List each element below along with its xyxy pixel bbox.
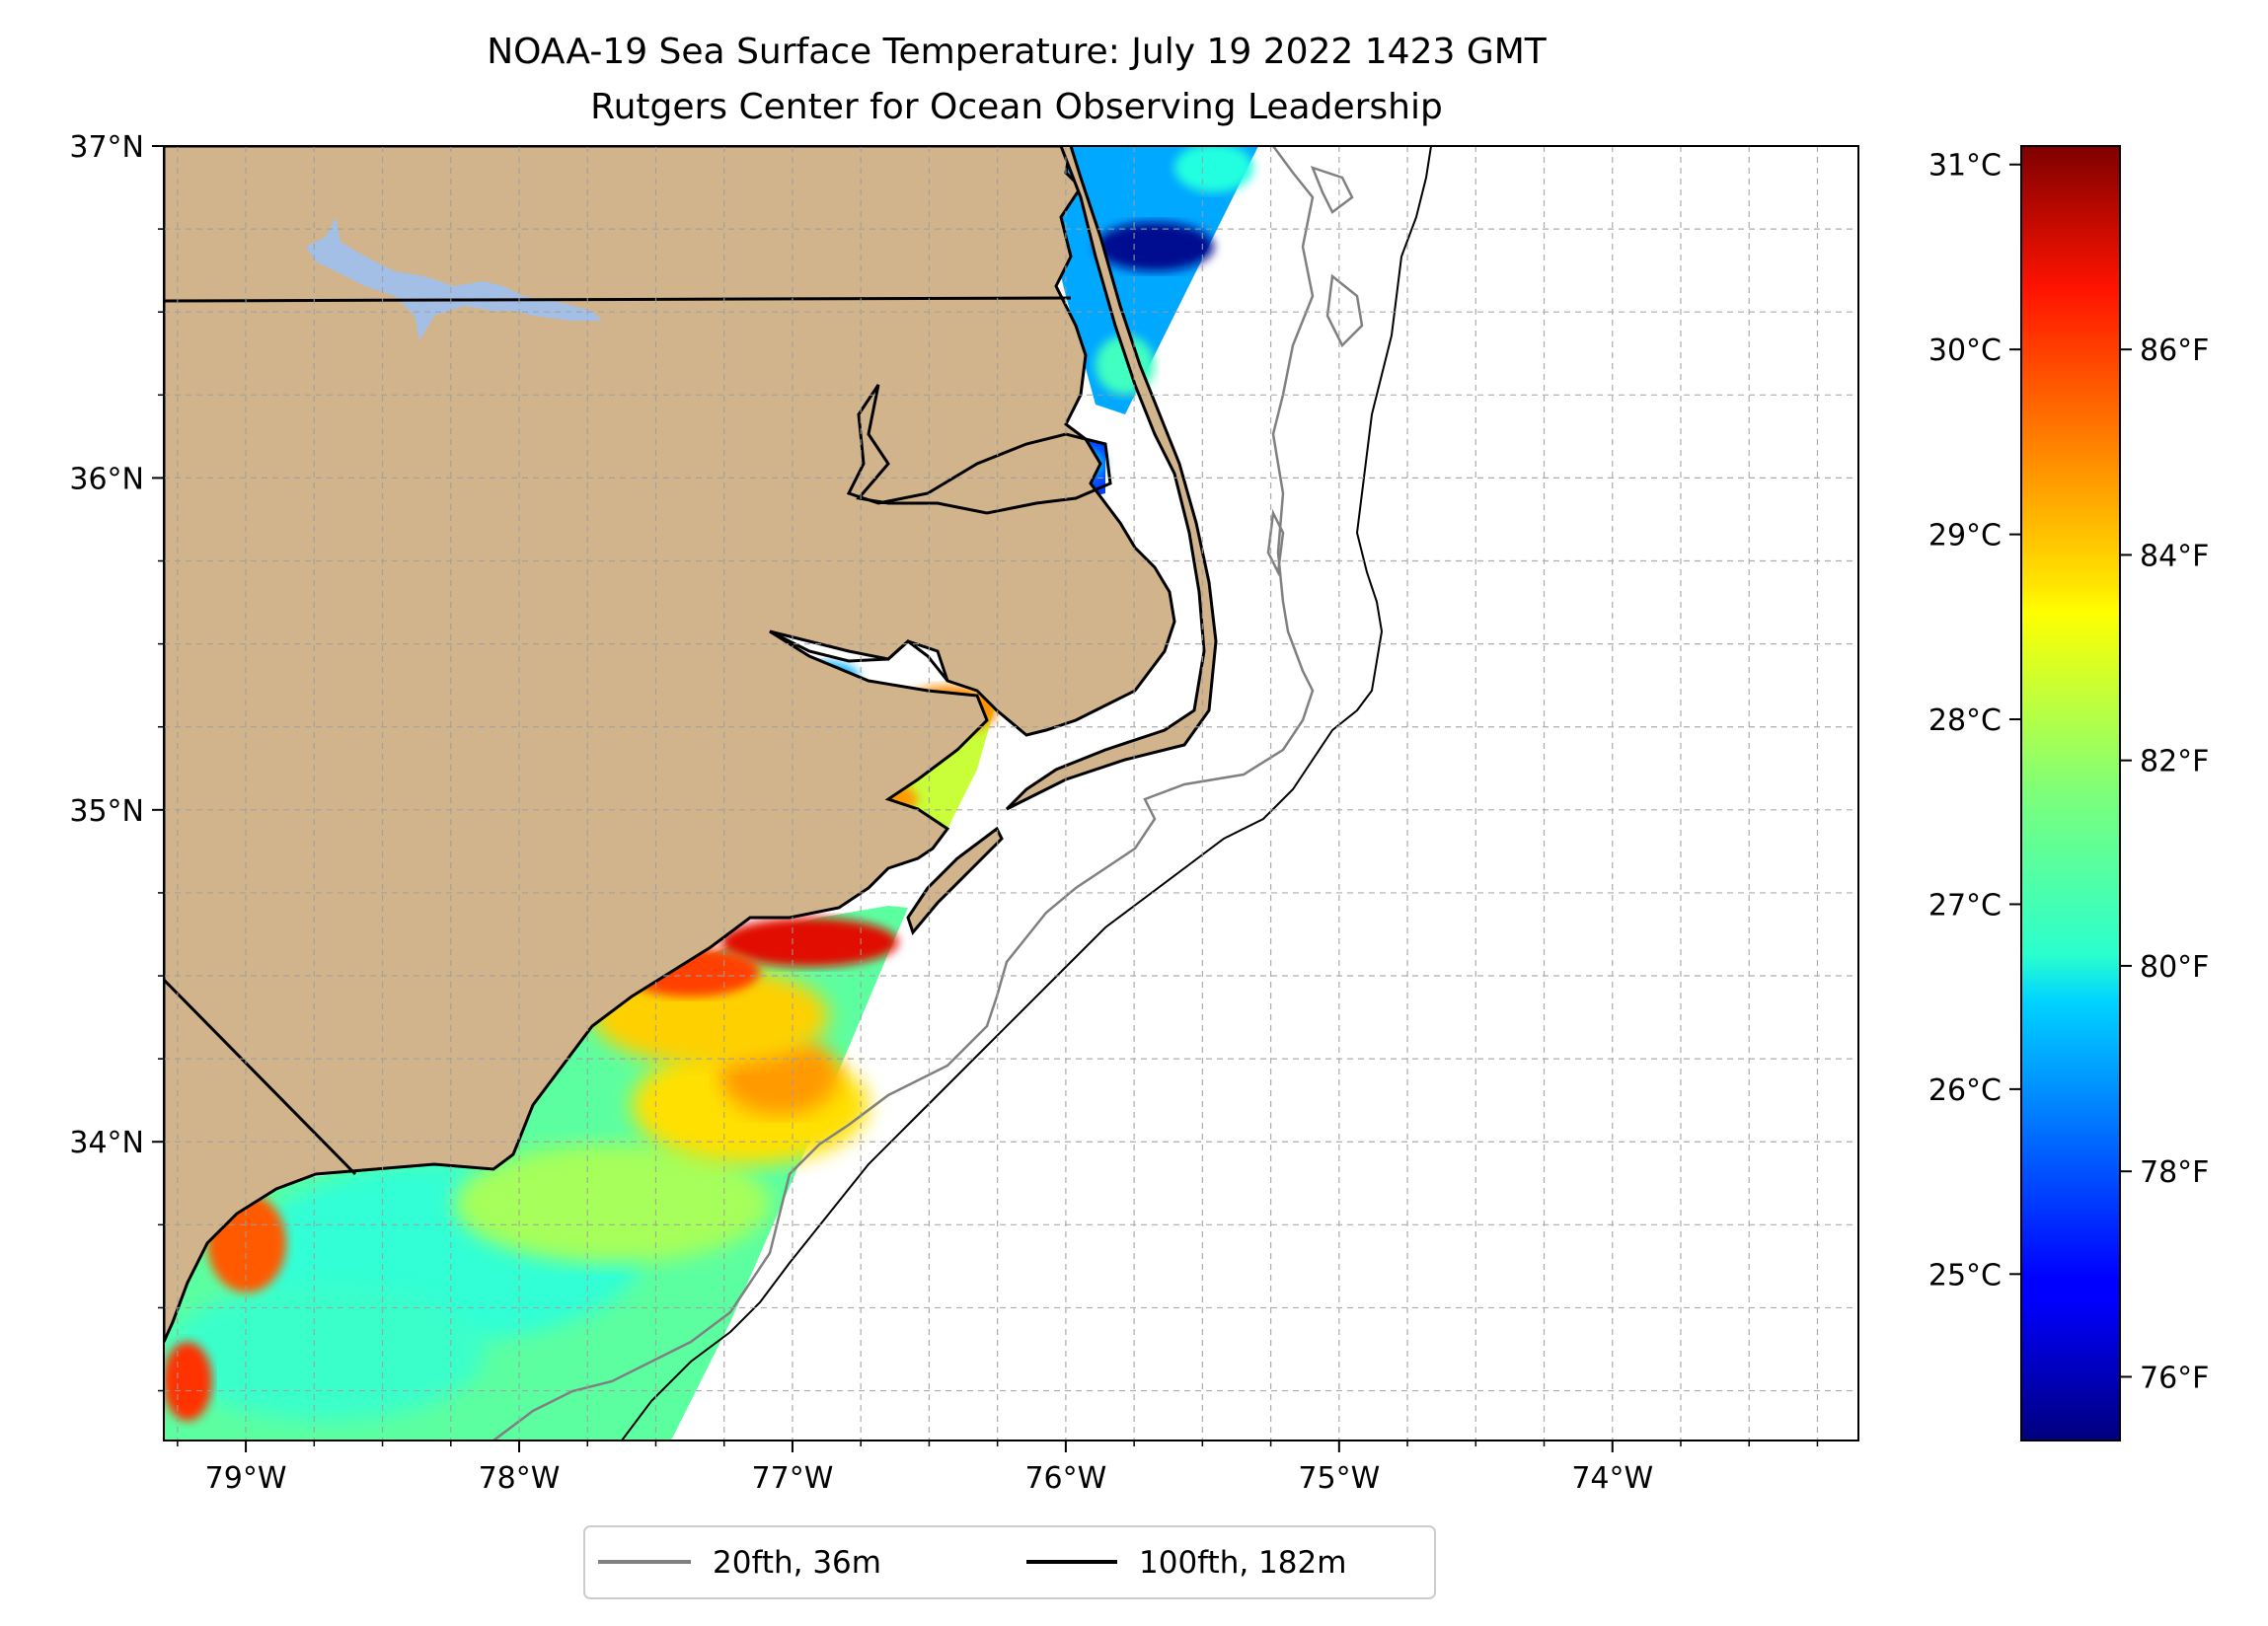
lat-axis: 37°N 36°N 35°N 34°N (69, 130, 164, 1392)
colorbar-gradient (2020, 145, 2121, 1441)
lon-tick-label: 79°W (205, 1461, 287, 1496)
contour-20fth-shoal-2 (1325, 273, 1364, 348)
colorbar-c-label: 26°C (1928, 1073, 2002, 1108)
colorbar-f-label: 84°F (2140, 539, 2209, 573)
legend-box (583, 1525, 1436, 1599)
legend-label-100fth: 100fth, 182m (1139, 1545, 1346, 1581)
state-border-nc-sc (164, 978, 357, 1176)
contour-20fth-shoal-3 (1266, 508, 1285, 577)
lon-axis: 79°W 78°W 77°W 76°W 75°W 74°W (177, 1441, 1819, 1496)
core-banks (906, 826, 1004, 936)
contour-20fth (492, 146, 1315, 1441)
colorbar-f-label: 76°F (2140, 1361, 2209, 1395)
albemarle-sound (846, 384, 1112, 515)
legend-label-20fth: 20fth, 36m (713, 1545, 881, 1581)
lon-tick-label: 74°W (1571, 1461, 1653, 1496)
outer-banks (1005, 146, 1218, 811)
colorbar-fahrenheit-axis: 86°F 84°F 82°F 80°F 78°F 76°F (2120, 333, 2209, 1395)
legend: 20fth, 36m 100fth, 182m (583, 1525, 1436, 1599)
lon-tick-label: 75°W (1298, 1461, 1380, 1496)
colorbar-c-label: 27°C (1928, 888, 2002, 923)
colorbar-c-label: 30°C (1928, 333, 2002, 368)
lat-tick-label: 34°N (69, 1126, 144, 1160)
lat-tick-label: 36°N (69, 462, 144, 496)
colorbar-f-label: 82°F (2140, 745, 2209, 779)
lat-tick-label: 37°N (69, 130, 144, 165)
colorbar: 31°C 30°C 29°C 28°C 27°C 26°C 25°C 86°F 84°F 82°… (1928, 145, 2209, 1441)
colorbar-c-label: 29°C (1928, 519, 2002, 554)
state-border-va-nc (164, 296, 1072, 303)
lon-tick-label: 76°W (1024, 1461, 1106, 1496)
colorbar-celsius-axis: 31°C 30°C 29°C 28°C 27°C 26°C 25°C (1928, 149, 2021, 1293)
map-panel: 79°W 78°W 77°W 76°W 75°W 74°W 37°N 36°N 35°N 34°… (69, 130, 1859, 1496)
title-line-1: NOAA-19 Sea Surface Temperature: July 19… (487, 32, 1548, 72)
sst-swath-south (164, 906, 908, 1441)
colorbar-c-label: 31°C (1928, 149, 2002, 184)
contour-20fth-shoal-1 (1310, 165, 1354, 214)
lon-tick-label: 77°W (752, 1461, 834, 1496)
lake (306, 217, 602, 340)
colorbar-f-label: 86°F (2140, 333, 2209, 368)
gridlines (164, 146, 1858, 1441)
land-nc (164, 146, 1176, 1343)
title-line-2: Rutgers Center for Ocean Observing Leade… (590, 87, 1443, 127)
contour-100fth (621, 146, 1432, 1441)
lon-tick-label: 78°W (479, 1461, 561, 1496)
pamlico-river (769, 629, 949, 682)
map-frame (163, 145, 1859, 1441)
colorbar-f-label: 78°F (2140, 1155, 2209, 1190)
colorbar-c-label: 28°C (1928, 703, 2002, 738)
colorbar-c-label: 25°C (1928, 1258, 2002, 1293)
colorbar-f-label: 80°F (2140, 950, 2209, 985)
lat-tick-label: 35°N (69, 794, 144, 829)
